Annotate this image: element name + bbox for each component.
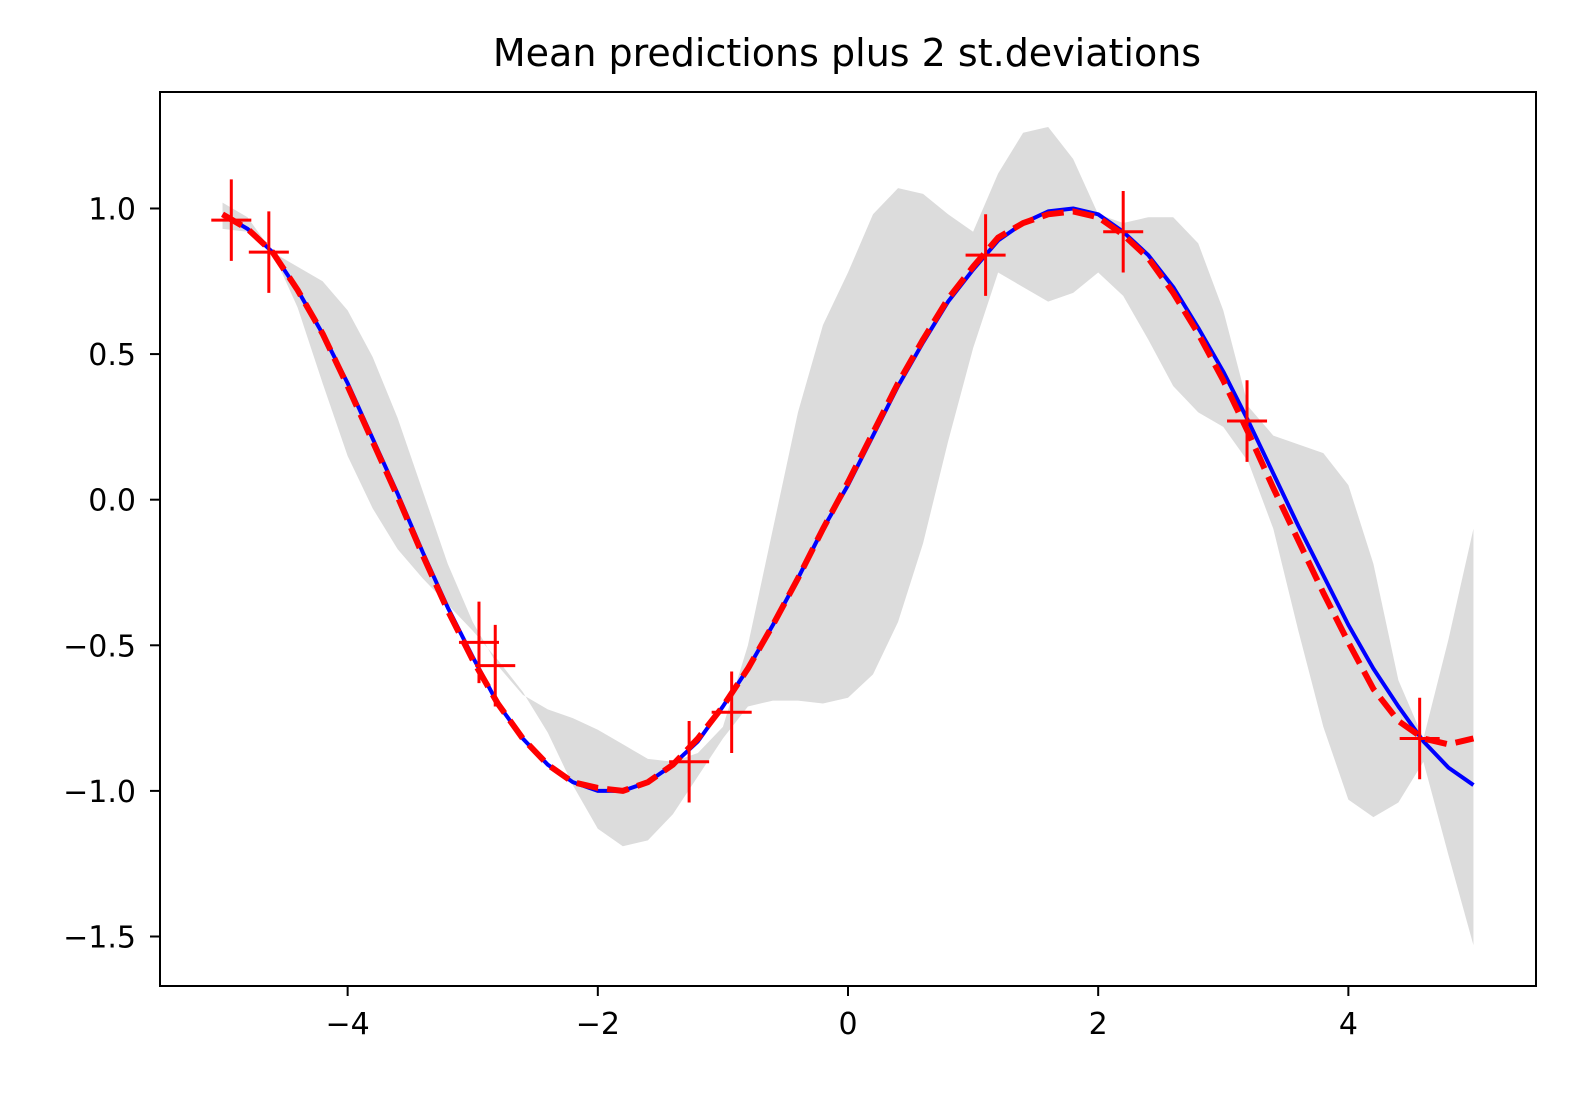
x-tick-label: 0 [838, 1007, 857, 1042]
mean-prediction-line [221, 208, 1475, 794]
observation-point [475, 624, 516, 707]
observation-point [211, 179, 252, 261]
x-tick-label: −2 [576, 1007, 620, 1042]
observations-layer [211, 179, 1440, 803]
confidence-band [222, 126, 1474, 946]
observation-point [248, 211, 289, 293]
observation-point [458, 601, 499, 684]
confidence-band-layer [222, 126, 1474, 946]
observation-point [711, 671, 752, 754]
x-axis: −4 −2 0 2 4 [326, 986, 1358, 1042]
observation-point [1227, 380, 1268, 462]
x-tick-label: 2 [1089, 1007, 1108, 1042]
y-tick-label: −1.5 [63, 920, 136, 955]
chart-title: Mean predictions plus 2 st.deviations [493, 31, 1201, 75]
observation-point [669, 721, 710, 803]
observation-point [1399, 697, 1440, 780]
y-axis: 1.0 0.5 0.0 −0.5 −1.0 −1.5 [63, 192, 160, 955]
y-tick-label: 1.0 [88, 192, 136, 227]
y-tick-label: 0.5 [88, 338, 136, 373]
y-tick-label: −0.5 [63, 629, 136, 664]
x-tick-label: −4 [326, 1007, 370, 1042]
series-layer [221, 206, 1475, 794]
observation-point [965, 214, 1006, 296]
y-tick-label: 0.0 [88, 484, 136, 519]
x-tick-label: 4 [1339, 1007, 1358, 1042]
observation-point [1103, 191, 1144, 273]
y-tick-label: −1.0 [63, 775, 136, 810]
